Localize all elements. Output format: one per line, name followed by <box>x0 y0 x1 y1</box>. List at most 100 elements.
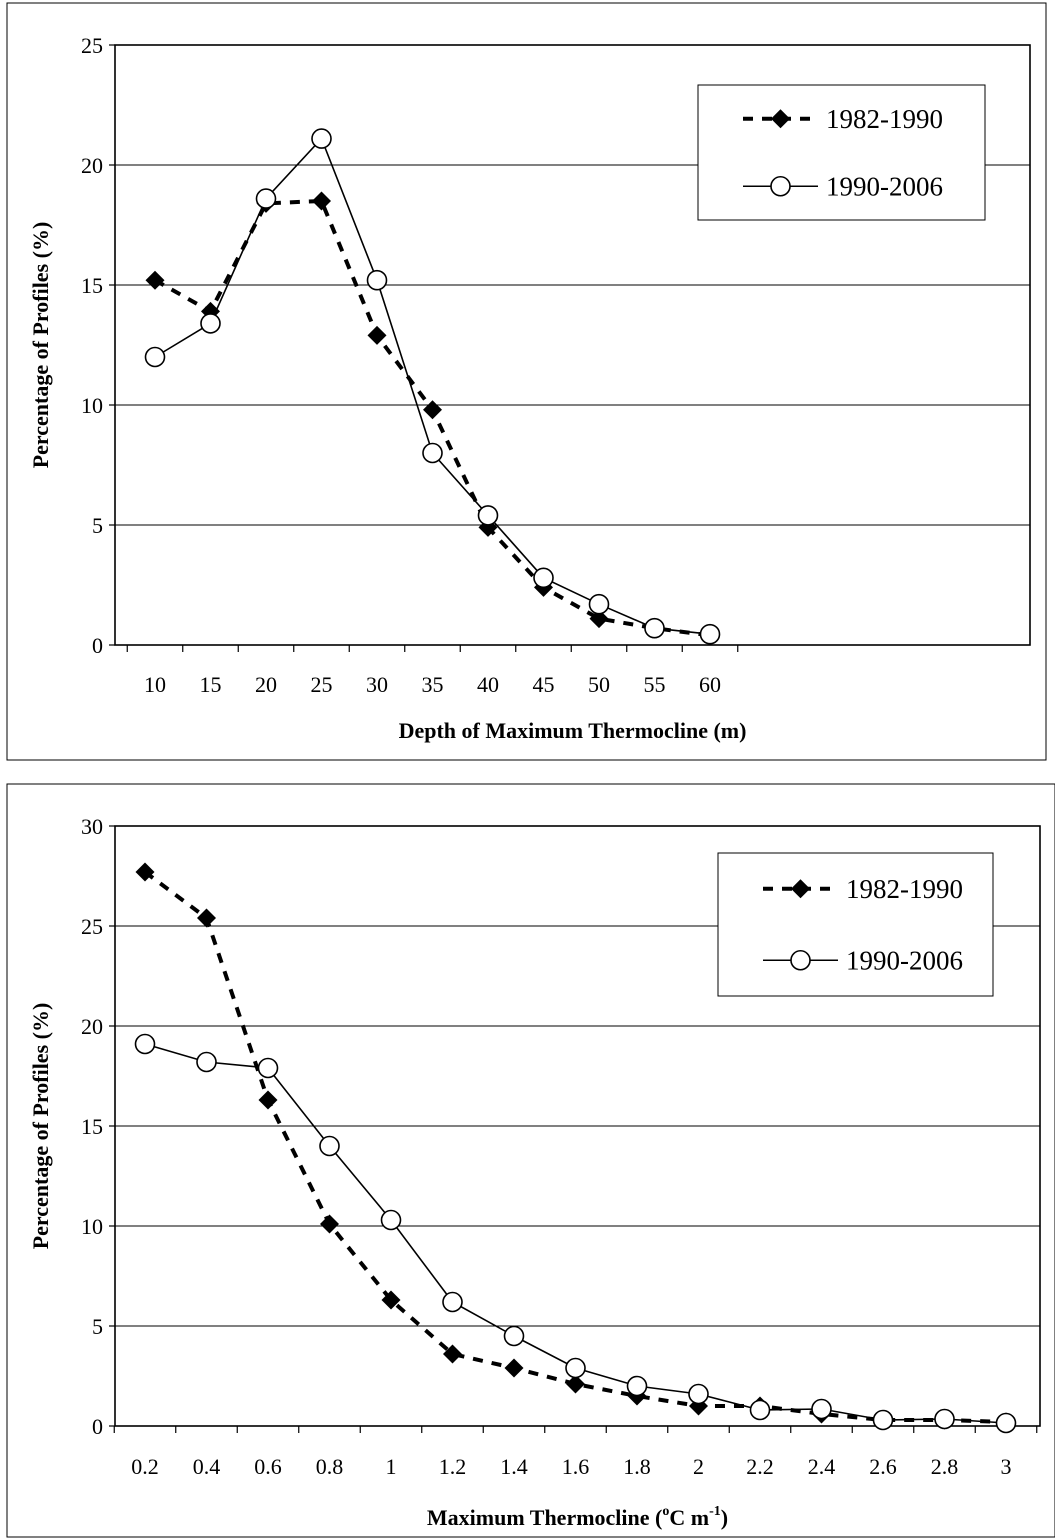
data-point-diamond <box>145 270 165 290</box>
data-point-circle <box>626 1375 648 1397</box>
chart-1: 0 5 10 15 20 25 10 15 20 25 30 35 40 45 50 55 60 Percenta… <box>6 2 1047 761</box>
x-tick-label: 20 <box>255 672 277 697</box>
x-tick-label: 3 <box>1001 1454 1012 1479</box>
x-tick-label: 30 <box>366 672 388 697</box>
data-point-circle <box>442 1291 463 1313</box>
x-axis-title-part: C m <box>669 1505 709 1530</box>
x-tick-label: 15 <box>200 672 222 697</box>
y-tick-label: 25 <box>81 914 103 939</box>
data-point-circle <box>134 1033 156 1055</box>
data-point-circle <box>995 1412 1017 1434</box>
x-tick-label: 45 <box>533 672 555 697</box>
x-tick-label: 0.8 <box>316 1454 344 1479</box>
x-axis-title: Depth of Maximum Thermocline (m) <box>399 718 747 743</box>
data-point-circle <box>196 1051 217 1073</box>
x-tick-label: 2.6 <box>869 1454 897 1479</box>
y-axis-title: Percentage of Profiles (%) <box>28 222 53 469</box>
y-tick-label: 5 <box>92 513 103 538</box>
x-axis-title-part: -1 <box>709 1504 721 1519</box>
x-tick-label: 1 <box>386 1454 397 1479</box>
series-1990-2006 <box>144 128 721 645</box>
data-point-circle <box>565 1357 586 1379</box>
x-tick-label: 0.4 <box>193 1454 221 1479</box>
x-tick-label: 60 <box>699 672 721 697</box>
x-tick-label: 2 <box>693 1454 704 1479</box>
data-point-circle <box>257 1057 279 1079</box>
x-tick-label: 25 <box>311 672 333 697</box>
data-point-circle <box>503 1325 525 1347</box>
x-tick-label: 35 <box>422 672 444 697</box>
y-tick-label: 10 <box>81 1214 103 1239</box>
data-point-circle <box>144 346 166 368</box>
x-axis-title-part: ) <box>721 1505 728 1530</box>
legend-label: 1982-1990 <box>826 104 943 134</box>
x-tick-label: 0.2 <box>131 1454 159 1479</box>
x-tick-label: 50 <box>588 672 610 697</box>
y-tick-label: 0 <box>92 633 103 658</box>
legend-marker-circle <box>770 175 791 197</box>
y-tick-label: 15 <box>81 1114 103 1139</box>
x-axis-title: Maximum Thermocline (oC m-1) <box>427 1504 728 1530</box>
y-tick-label: 20 <box>81 153 103 178</box>
data-point-diamond <box>367 325 387 345</box>
data-point-circle <box>533 567 554 589</box>
x-tick-label: 2.4 <box>808 1454 836 1479</box>
legend: 1982-1990 1990-2006 <box>717 852 994 997</box>
data-point-circle <box>380 1209 402 1231</box>
data-point-diamond <box>135 862 155 882</box>
x-tick-label: 55 <box>644 672 666 697</box>
legend-label: 1990-2006 <box>846 945 963 975</box>
legend-box <box>697 84 986 221</box>
data-point-circle <box>699 623 721 645</box>
data-point-circle <box>644 617 665 639</box>
data-point-circle <box>934 1408 955 1430</box>
data-point-circle <box>811 1398 832 1420</box>
legend: 1982-1990 1990-2006 <box>697 84 986 221</box>
data-point-circle <box>872 1409 894 1431</box>
x-axis-title-part: o <box>662 1504 669 1519</box>
data-point-circle <box>422 442 443 464</box>
data-point-diamond <box>258 1090 278 1110</box>
legend-marker-diamond <box>791 879 810 899</box>
data-point-diamond <box>381 1290 401 1310</box>
x-tick-label: 0.6 <box>254 1454 282 1479</box>
x-tick-label: 2.2 <box>746 1454 774 1479</box>
x-tick-label: 40 <box>477 672 499 697</box>
legend-marker-diamond <box>771 109 790 129</box>
legend-label: 1990-2006 <box>826 171 943 201</box>
data-point-diamond <box>589 609 609 629</box>
y-tick-label: 20 <box>81 1014 103 1039</box>
data-point-circle <box>588 593 610 615</box>
data-point-circle <box>688 1383 709 1405</box>
series-1990-2006 <box>134 1033 1017 1434</box>
data-point-diamond <box>197 908 216 928</box>
x-tick-label: 1.6 <box>562 1454 590 1479</box>
data-point-diamond <box>312 191 331 211</box>
data-point-diamond <box>423 400 442 420</box>
y-tick-label: 15 <box>81 273 103 298</box>
plot-area <box>114 44 1031 646</box>
data-point-diamond <box>443 1344 462 1364</box>
x-tick-label: 2.8 <box>931 1454 959 1479</box>
x-axis-title-part: Maximum Thermocline ( <box>427 1505 662 1530</box>
legend-box <box>717 852 994 997</box>
y-tick-label: 30 <box>81 814 103 839</box>
data-point-circle <box>311 128 332 149</box>
data-point-diamond <box>566 1374 585 1394</box>
data-point-diamond <box>504 1358 524 1378</box>
data-point-circle <box>749 1399 771 1421</box>
data-point-circle <box>477 505 499 526</box>
y-tick-label: 0 <box>92 1414 103 1439</box>
x-tick-label: 1.8 <box>623 1454 651 1479</box>
x-tick-label: 1.4 <box>500 1454 528 1479</box>
legend-marker-circle <box>790 949 811 971</box>
y-axis-title: Percentage of Profiles (%) <box>28 1003 53 1250</box>
data-point-circle <box>200 313 221 334</box>
y-tick-label: 25 <box>81 33 103 58</box>
x-tick-label: 1.2 <box>439 1454 467 1479</box>
data-point-diamond <box>320 1214 339 1234</box>
x-tick-label: 10 <box>144 672 166 697</box>
data-point-circle <box>255 188 277 209</box>
data-point-circle <box>366 269 388 291</box>
chart-2: 0 5 10 15 20 25 30 0.2 0.4 0.6 0.8 1 1.2 1.4 1.6 1.8 2 2.… <box>6 783 1055 1538</box>
